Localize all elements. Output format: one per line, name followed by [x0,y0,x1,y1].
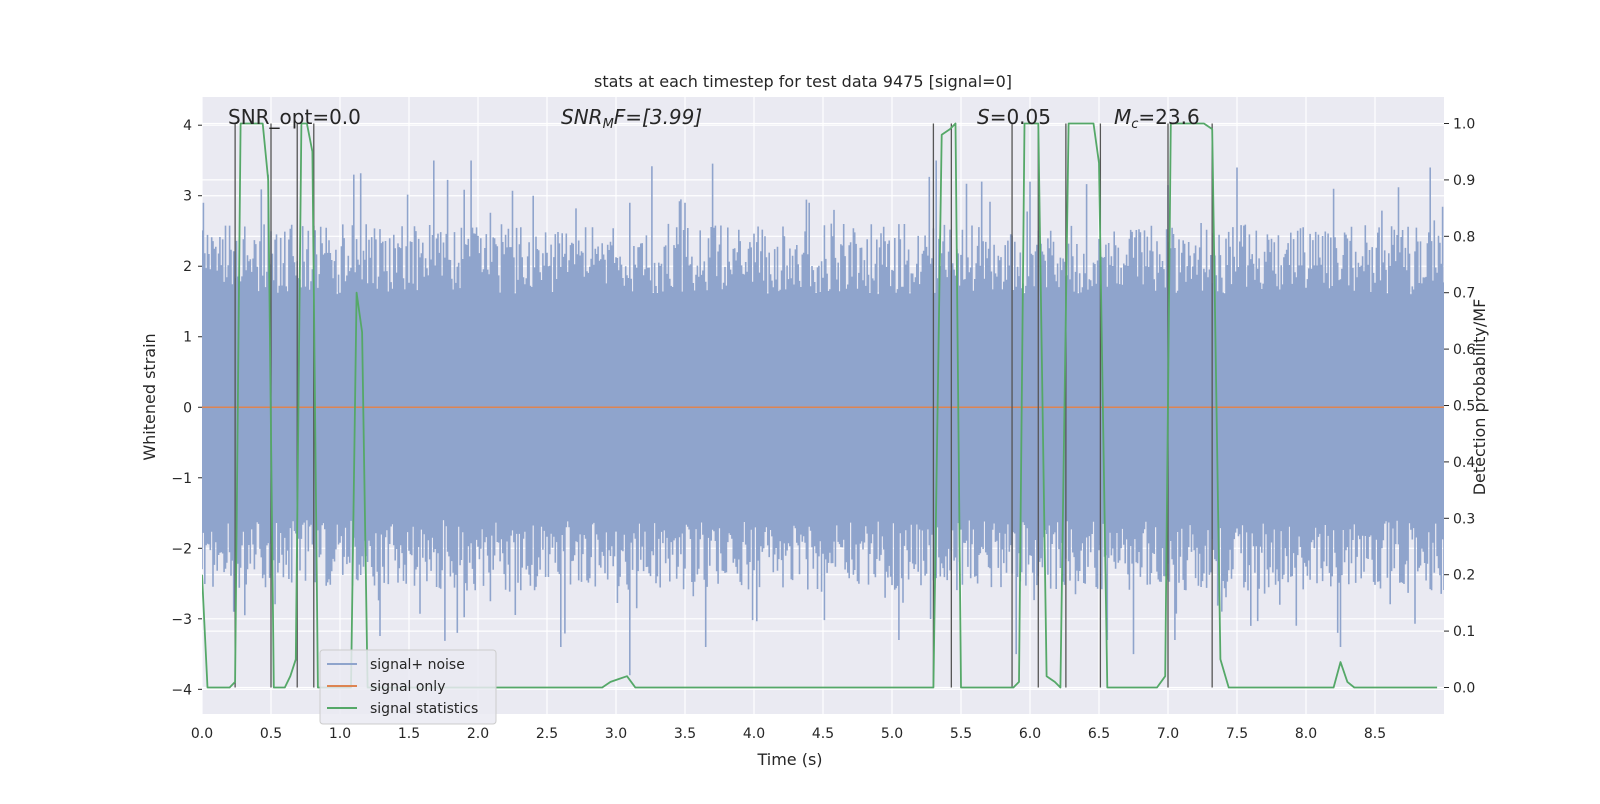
y-right-tick-label: 0.0 [1453,680,1475,696]
y-left-tick-label: 3 [183,189,192,205]
x-tick-label: 0.0 [191,726,213,742]
y-right-tick-label: 0.4 [1453,455,1475,471]
chart-legend: signal+ noise signal only signal statist… [319,649,497,725]
chart-title: stats at each timestep for test data 947… [594,72,1012,91]
snr-mf-sub: M [603,117,614,132]
x-tick-label: 5.5 [950,726,972,742]
y-left-tick-label: −4 [171,682,192,698]
x-tick-label: 8.0 [1295,726,1317,742]
mc-sub: c [1131,117,1138,132]
legend-label-noise: signal+ noise [370,657,465,673]
y-left-tick-label: −1 [171,471,192,487]
y-left-tick-label: 4 [183,118,192,134]
y-left-tick-label: 2 [183,259,192,275]
y-left-tick-label: −2 [171,541,192,557]
y-right-tick-label: 0.5 [1453,399,1475,415]
snr-opt-annotation: SNR_opt=0.0 [228,105,361,129]
x-tick-label: 0.5 [260,726,282,742]
y-right-tick-label: 1.0 [1453,117,1475,133]
y-left-tick-label: −3 [171,612,192,628]
mc-annotation: Mc=23.6 [1114,105,1200,132]
signal-statistics-line [202,122,1438,689]
x-tick-label: 8.5 [1364,726,1386,742]
x-tick-label: 2.5 [536,726,558,742]
y-right-tick-label: 0.2 [1453,568,1475,584]
legend-label-signal: signal only [370,679,445,695]
snr-mf-prefix: SNR [561,105,603,129]
y-axis-right-label: Detection probability/MF [1470,299,1489,496]
mc-prefix: M [1114,105,1131,129]
x-tick-label: 6.5 [1088,726,1110,742]
s-suffix: =0.05 [990,105,1051,129]
y-right-tick-label: 0.9 [1453,173,1475,189]
y-left-tick-label: 0 [183,400,192,416]
x-tick-label: 4.5 [812,726,834,742]
y-right-tick-label: 0.3 [1453,511,1475,527]
x-tick-label: 1.5 [398,726,420,742]
y-axis-left-label: Whitened strain [140,333,159,460]
x-tick-label: 4.0 [743,726,765,742]
s-prefix: S [977,105,990,129]
mc-suffix: =23.6 [1138,105,1199,129]
legend-frame [319,649,497,725]
x-tick-label: 5.0 [881,726,903,742]
y-left-tick-label: 1 [183,330,192,346]
x-tick-label: 3.0 [605,726,627,742]
x-tick-label: 6.0 [1019,726,1041,742]
x-axis-label: Time (s) [756,750,822,769]
y-right-tick-label: 0.7 [1453,286,1475,302]
snr-mf-annotation: SNRMF=[3.99] [561,105,702,132]
x-tick-label: 3.5 [674,726,696,742]
y-right-tick-label: 0.6 [1453,342,1475,358]
x-tick-label: 1.0 [329,726,351,742]
x-tick-label: 7.0 [1157,726,1179,742]
x-tick-label: 2.0 [467,726,489,742]
snr-mf-suffix: F=[3.99] [614,105,702,129]
y-right-tick-label: 0.1 [1453,624,1475,640]
s-annotation: S=0.05 [977,105,1051,129]
legend-label-stats: signal statistics [370,701,478,717]
x-tick-label: 7.5 [1226,726,1248,742]
y-right-tick-label: 0.8 [1453,229,1475,245]
